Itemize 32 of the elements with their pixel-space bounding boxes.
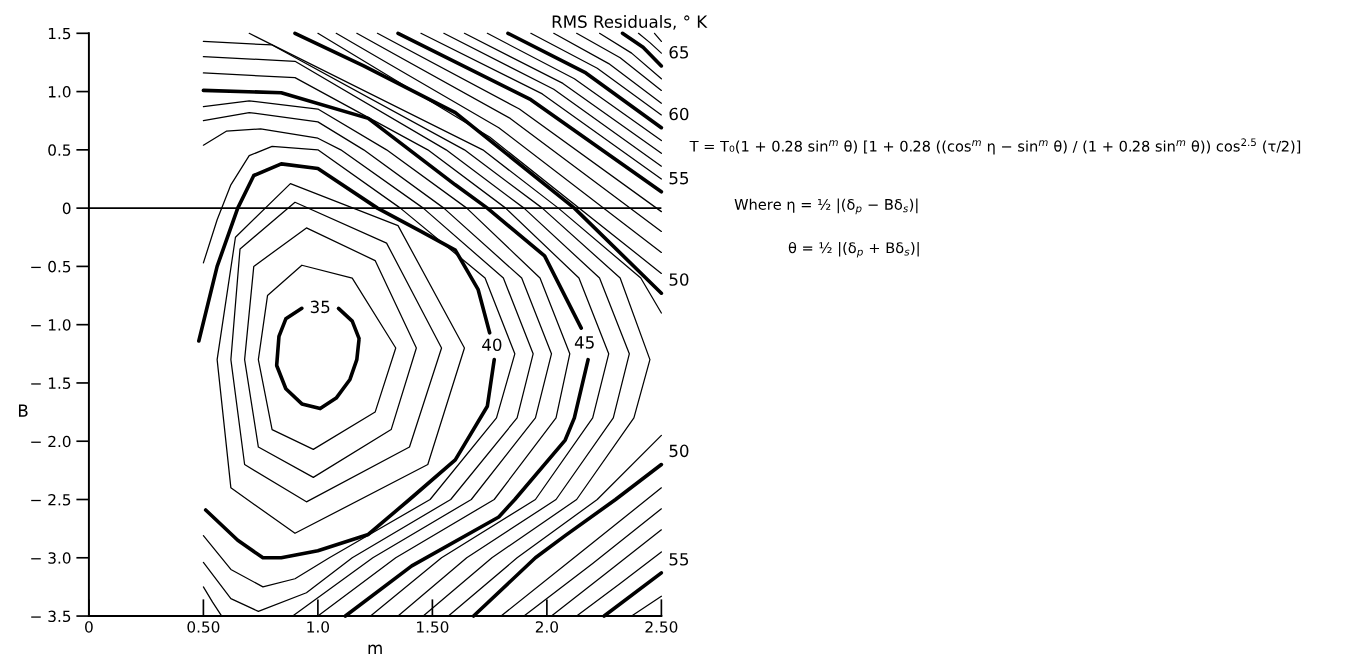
y-tick-label: − 3.5 — [31, 610, 71, 623]
text: Where η = ½ |(δ$_{p}$ − Bδ$_{s}$)| — [734, 198, 918, 215]
series-label: 35 — [310, 300, 330, 314]
x-tick-label: 2.50 — [645, 621, 678, 633]
y-tick-label: − 2.5 — [31, 493, 71, 506]
series-label: 50 — [669, 273, 689, 286]
series-label: 60 — [669, 107, 689, 121]
y-tick-label: − 1.0 — [31, 319, 71, 331]
series-label: 55 — [669, 553, 689, 566]
series-label: 65 — [669, 45, 689, 59]
series-label: 50 — [669, 444, 689, 458]
series-label: 55 — [669, 172, 689, 185]
x-tick-label: 2.0 — [535, 621, 559, 633]
series-label: 45 — [574, 336, 594, 349]
series-label: 40 — [482, 338, 502, 352]
y-tick-label: 1.5 — [48, 27, 71, 40]
y-axis-title: B — [18, 404, 28, 417]
y-tick-label: − 2.0 — [31, 435, 71, 448]
x-tick-label: 1.0 — [307, 621, 330, 633]
y-tick-label: 0.5 — [48, 144, 71, 156]
y-tick-label: 0 — [62, 202, 71, 215]
text: T = T₀(1 + 0.28 sin$^{m}$ θ) [1 + 0.28 ((cos$^{m}$ η − sin$^{m}$ θ) / (1 + 0.28 sin$^{m}$ θ)) cos$^{2.5}$ (τ/2)] — [689, 138, 1301, 155]
x-tick-label: 0 — [85, 621, 93, 633]
text: θ = ½ |(δ$_{p}$ + Bδ$_{s}$)| — [788, 241, 919, 258]
y-tick-label: − 1.5 — [31, 377, 71, 389]
y-tick-label: − 3.0 — [31, 552, 71, 564]
x-axis-title: m — [368, 644, 382, 654]
y-tick-label: − 0.5 — [31, 260, 71, 273]
x-tick-label: 1.50 — [417, 621, 449, 633]
x-tick-label: 0.50 — [187, 621, 220, 633]
chart-title: RMS Residuals, ° K — [552, 15, 708, 30]
y-tick-label: 1.0 — [48, 86, 71, 98]
